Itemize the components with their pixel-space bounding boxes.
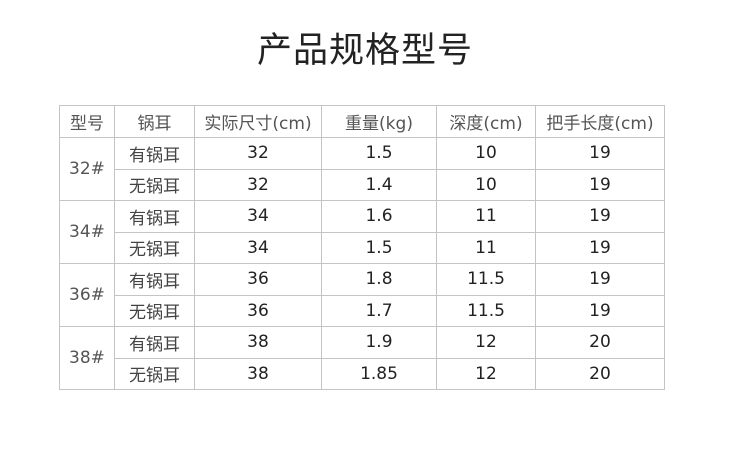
cell-handle: 19 bbox=[535, 137, 665, 170]
header-ear: 锅耳 bbox=[114, 105, 195, 138]
header-row: 型号 锅耳 实际尺寸(cm) 重量(kg) 深度(cm) 把手长度(cm) bbox=[59, 105, 665, 138]
header-weight: 重量(kg) bbox=[321, 105, 437, 138]
cell-depth: 12 bbox=[436, 357, 536, 390]
table-row: 32# 有锅耳 32 1.5 10 19 bbox=[59, 137, 665, 201]
cell-depth: 10 bbox=[436, 137, 536, 170]
cell-depth: 11.5 bbox=[436, 294, 536, 327]
cell-handle: 20 bbox=[535, 326, 665, 359]
cell-ear: 无锅耳 bbox=[114, 357, 195, 390]
cell-weight: 1.5 bbox=[321, 137, 437, 170]
cell-size: 36 bbox=[194, 294, 322, 327]
cell-depth: 11 bbox=[436, 200, 536, 233]
cell-weight: 1.8 bbox=[321, 263, 437, 296]
table-row: 无锅耳 34 1.5 11 19 bbox=[60, 231, 665, 264]
cell-handle: 19 bbox=[535, 168, 665, 201]
cell-weight: 1.9 bbox=[321, 326, 437, 359]
cell-size: 38 bbox=[194, 326, 322, 359]
table-row: 无锅耳 36 1.7 11.5 19 bbox=[60, 294, 665, 327]
cell-size: 32 bbox=[194, 168, 322, 201]
spec-table: 型号 锅耳 实际尺寸(cm) 重量(kg) 深度(cm) 把手长度(cm) 32… bbox=[59, 105, 665, 390]
cell-handle: 19 bbox=[535, 200, 665, 233]
cell-ear: 有锅耳 bbox=[114, 137, 195, 170]
table-row: 无锅耳 38 1.85 12 20 bbox=[60, 357, 665, 390]
cell-handle: 20 bbox=[535, 357, 665, 390]
table-row: 无锅耳 32 1.4 10 19 bbox=[60, 168, 665, 201]
cell-ear: 无锅耳 bbox=[114, 231, 195, 264]
cell-model: 36# bbox=[59, 263, 115, 327]
cell-ear: 无锅耳 bbox=[114, 168, 195, 201]
page-title: 产品规格型号 bbox=[256, 31, 473, 71]
cell-model: 32# bbox=[59, 137, 115, 201]
cell-depth: 10 bbox=[436, 168, 536, 201]
cell-model: 34# bbox=[59, 200, 115, 264]
cell-handle: 19 bbox=[535, 231, 665, 264]
cell-weight: 1.85 bbox=[321, 357, 437, 390]
cell-model: 38# bbox=[59, 326, 115, 390]
cell-size: 34 bbox=[194, 200, 322, 233]
cell-depth: 12 bbox=[436, 326, 536, 359]
cell-size: 36 bbox=[194, 263, 322, 296]
cell-ear: 有锅耳 bbox=[114, 263, 195, 296]
cell-weight: 1.5 bbox=[321, 231, 437, 264]
cell-handle: 19 bbox=[535, 294, 665, 327]
cell-ear: 有锅耳 bbox=[114, 326, 195, 359]
cell-ear: 有锅耳 bbox=[114, 200, 195, 233]
table-row: 34# 有锅耳 34 1.6 11 19 bbox=[59, 200, 665, 264]
cell-handle: 19 bbox=[535, 263, 665, 296]
cell-weight: 1.6 bbox=[321, 200, 437, 233]
cell-size: 34 bbox=[194, 231, 322, 264]
cell-size: 32 bbox=[194, 137, 322, 170]
header-model: 型号 bbox=[59, 105, 115, 138]
header-handle: 把手长度(cm) bbox=[535, 105, 665, 138]
header-depth: 深度(cm) bbox=[436, 105, 536, 138]
header-size: 实际尺寸(cm) bbox=[194, 105, 322, 138]
cell-weight: 1.4 bbox=[321, 168, 437, 201]
cell-depth: 11.5 bbox=[436, 263, 536, 296]
table-row: 38# 有锅耳 38 1.9 12 20 bbox=[59, 326, 665, 390]
cell-ear: 无锅耳 bbox=[114, 294, 195, 327]
table-row: 36# 有锅耳 36 1.8 11.5 19 bbox=[59, 263, 665, 327]
cell-weight: 1.7 bbox=[321, 294, 437, 327]
cell-depth: 11 bbox=[436, 231, 536, 264]
cell-size: 38 bbox=[194, 357, 322, 390]
